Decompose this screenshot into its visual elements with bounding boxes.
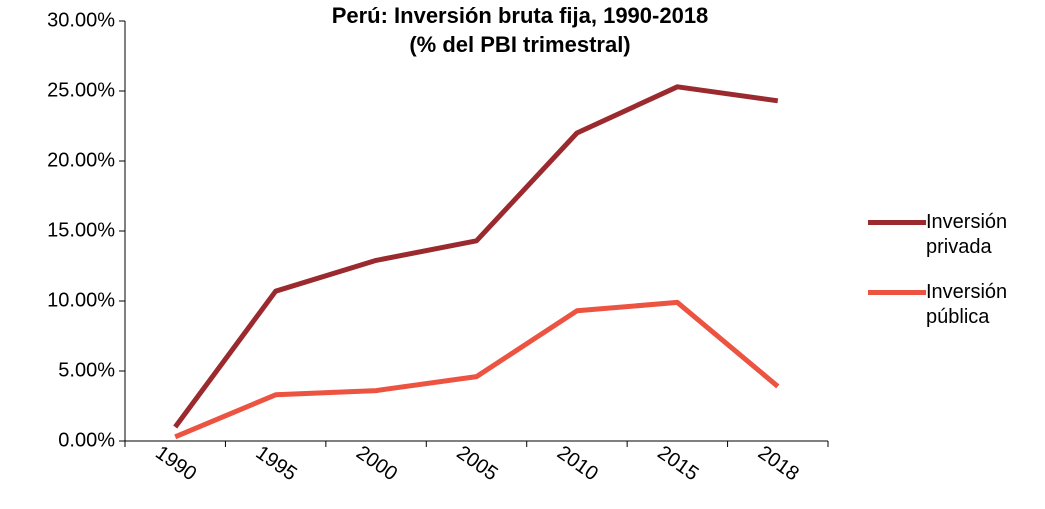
y-tick-label: 10.00% <box>47 289 115 311</box>
y-tick-label: 25.00% <box>47 79 115 101</box>
legend-swatch <box>868 220 926 225</box>
legend-item: Inversión pública <box>868 280 1038 350</box>
x-tick-label: 2005 <box>453 442 502 486</box>
chart-subtitle: (% del PBI trimestral) <box>409 32 630 57</box>
y-tick-label: 5.00% <box>58 359 115 381</box>
series-line <box>173 84 779 429</box>
x-tick-label: 2010 <box>553 442 602 486</box>
x-tick-label: 1990 <box>151 442 200 486</box>
y-tick-label: 30.00% <box>47 9 115 31</box>
legend-label: Inversión pública <box>926 281 1008 328</box>
y-tick-label: 15.00% <box>47 219 115 241</box>
y-tick-label: 0.00% <box>58 429 115 451</box>
legend: Inversión privada Inversión pública <box>868 210 1038 350</box>
x-tick-label: 2000 <box>352 442 401 486</box>
legend-item: Inversión privada <box>868 210 1038 280</box>
chart-title: Perú: Inversión bruta fija, 1990-2018 <box>332 3 709 28</box>
x-tick-label: 2015 <box>653 442 702 486</box>
series-line <box>174 299 780 440</box>
y-tick-label: 20.00% <box>47 149 115 171</box>
x-tick-label: 1995 <box>252 442 301 486</box>
legend-swatch <box>868 290 926 295</box>
legend-label: Inversión privada <box>926 211 1008 258</box>
x-tick-label: 2018 <box>754 442 803 486</box>
